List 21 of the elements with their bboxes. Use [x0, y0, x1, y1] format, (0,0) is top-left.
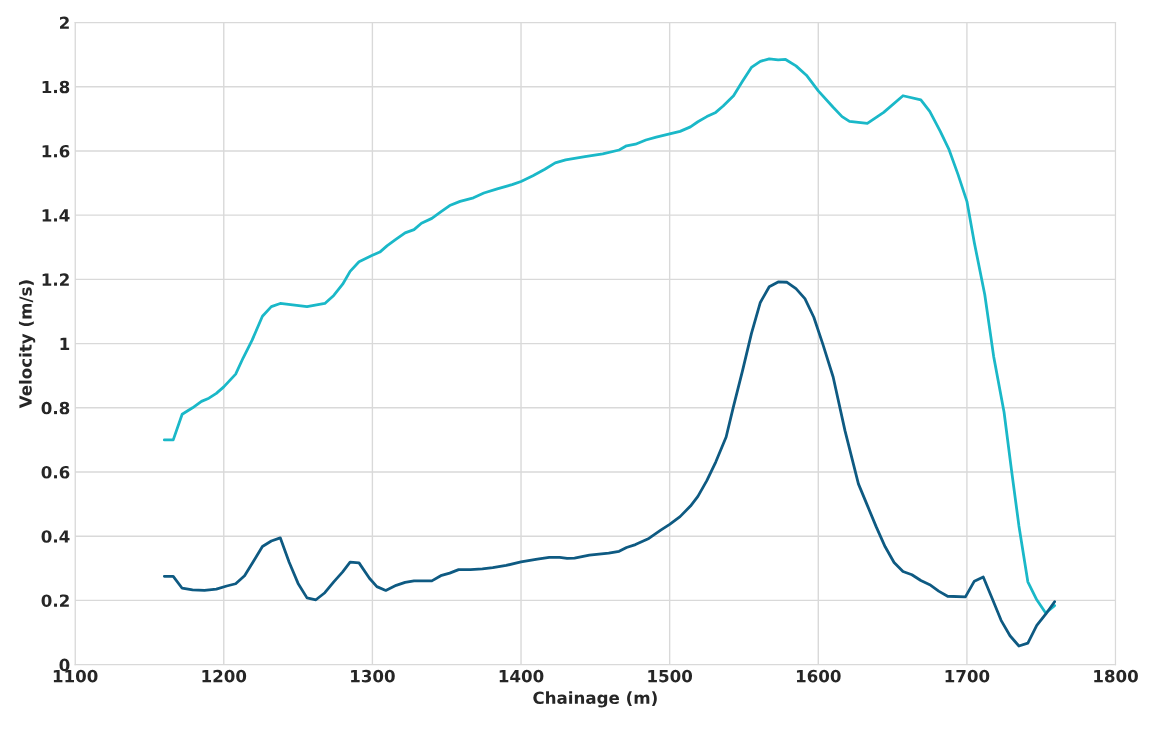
x-tick-label: 1400 — [499, 669, 544, 683]
y-tick-label: 1.2 — [42, 273, 69, 286]
x-tick-label: 1200 — [202, 669, 247, 683]
y-tick-label: 1.6 — [42, 144, 70, 158]
line-series — [162, 57, 1056, 615]
y-axis-title: Velocity (m/s) — [18, 280, 36, 409]
y-tick-label: 0.8 — [41, 401, 70, 415]
y-tick-label: 1.4 — [42, 209, 70, 222]
line-series — [162, 280, 1056, 648]
y-tick-label: 1.8 — [42, 80, 70, 94]
x-axis-title: Chainage (m) — [533, 691, 657, 708]
x-tick-label: 1300 — [351, 669, 395, 683]
y-tick-label: 1 — [60, 337, 70, 350]
y-tick-label: 0.2 — [41, 594, 69, 607]
x-tick-label: 1500 — [648, 669, 693, 683]
x-tick-label: 1600 — [796, 669, 841, 683]
y-tick-label: 2 — [60, 16, 69, 29]
x-tick-label: 1800 — [1094, 669, 1138, 683]
y-tick-label: 0.4 — [41, 530, 70, 543]
y-tick-label: 0.6 — [41, 465, 70, 479]
x-tick-label: 1700 — [945, 669, 990, 683]
